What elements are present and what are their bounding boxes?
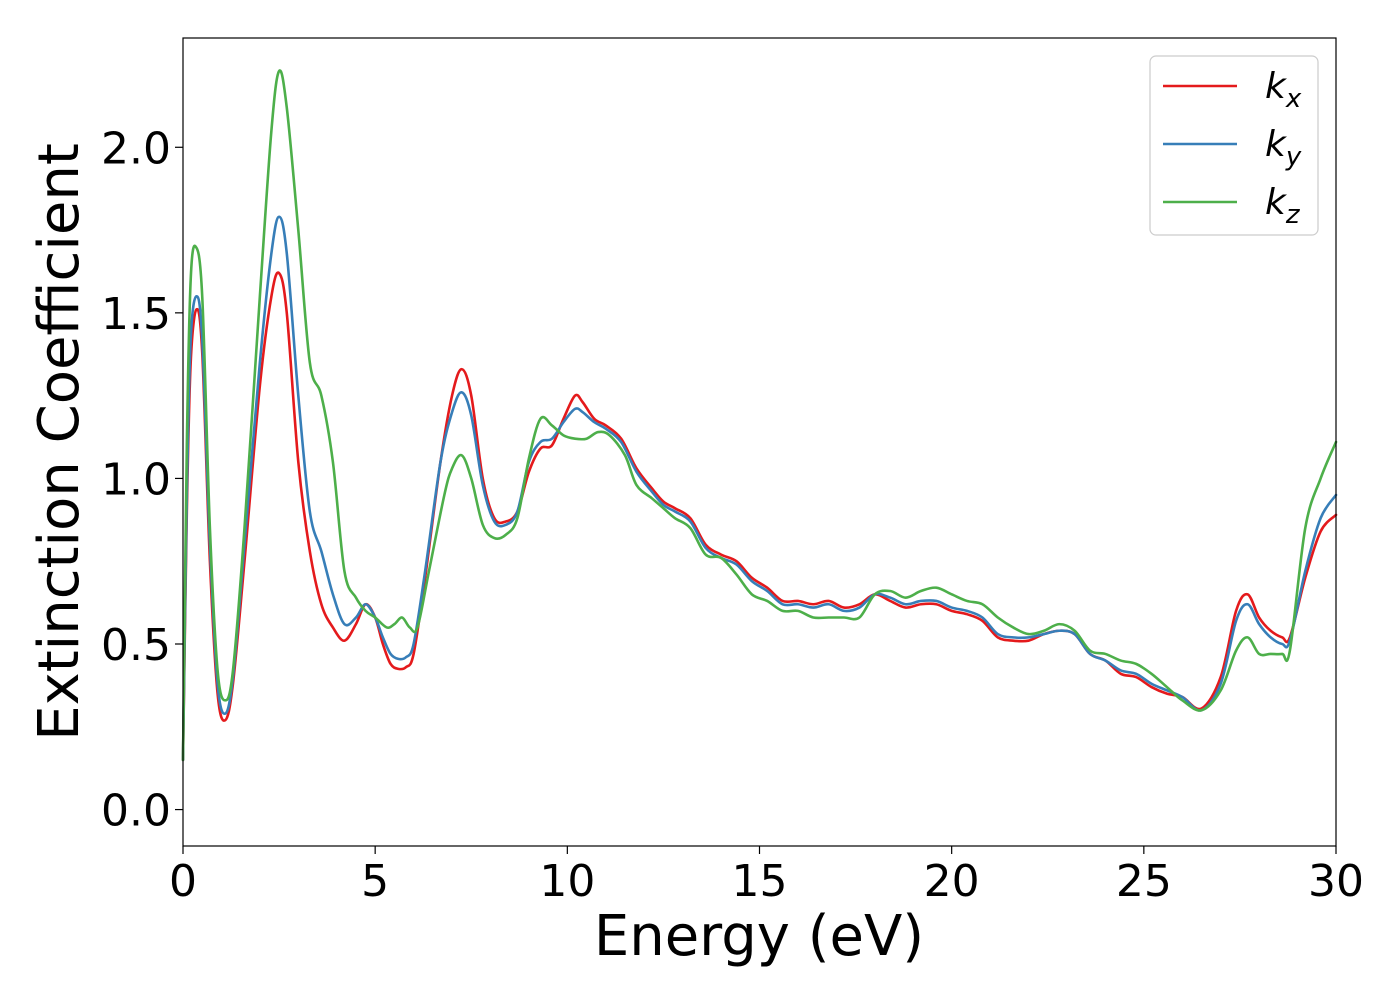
x-tick-label: 20: [924, 856, 980, 907]
y-tick-label: 1.0: [101, 454, 171, 505]
x-axis-title: Energy (eV): [594, 904, 924, 969]
legend-label-kz: kz: [1265, 182, 1301, 230]
y-tick-label: 0.0: [101, 786, 171, 837]
x-tick-label: 15: [732, 856, 788, 907]
legend-box: [1149, 55, 1319, 236]
y-tick-label: 1.5: [101, 289, 171, 340]
series-group: [181, 69, 1338, 762]
x-tick-label: 10: [539, 856, 595, 907]
series-line-kx: [181, 271, 1338, 762]
series-line-ky: [181, 215, 1338, 762]
x-tick-label: 0: [169, 856, 197, 907]
x-tick-label: 25: [1116, 856, 1172, 907]
legend-label-ky: ky: [1265, 124, 1302, 172]
y-axis-title: Extinction Coefficient: [27, 143, 92, 741]
y-axis-ticks: 0.0 0.5 1.0 1.5 2.0: [101, 123, 183, 837]
series-line-kz: [181, 69, 1338, 762]
x-axis-ticks: 0 5 10 15 20 25 30: [169, 846, 1364, 907]
legend-label-kx: kx: [1265, 66, 1302, 114]
x-tick-label: 5: [361, 856, 389, 907]
y-tick-label: 0.5: [101, 620, 171, 671]
legend: kx ky kz: [1149, 55, 1319, 236]
x-tick-label: 30: [1308, 856, 1364, 907]
y-tick-label: 2.0: [101, 123, 171, 174]
